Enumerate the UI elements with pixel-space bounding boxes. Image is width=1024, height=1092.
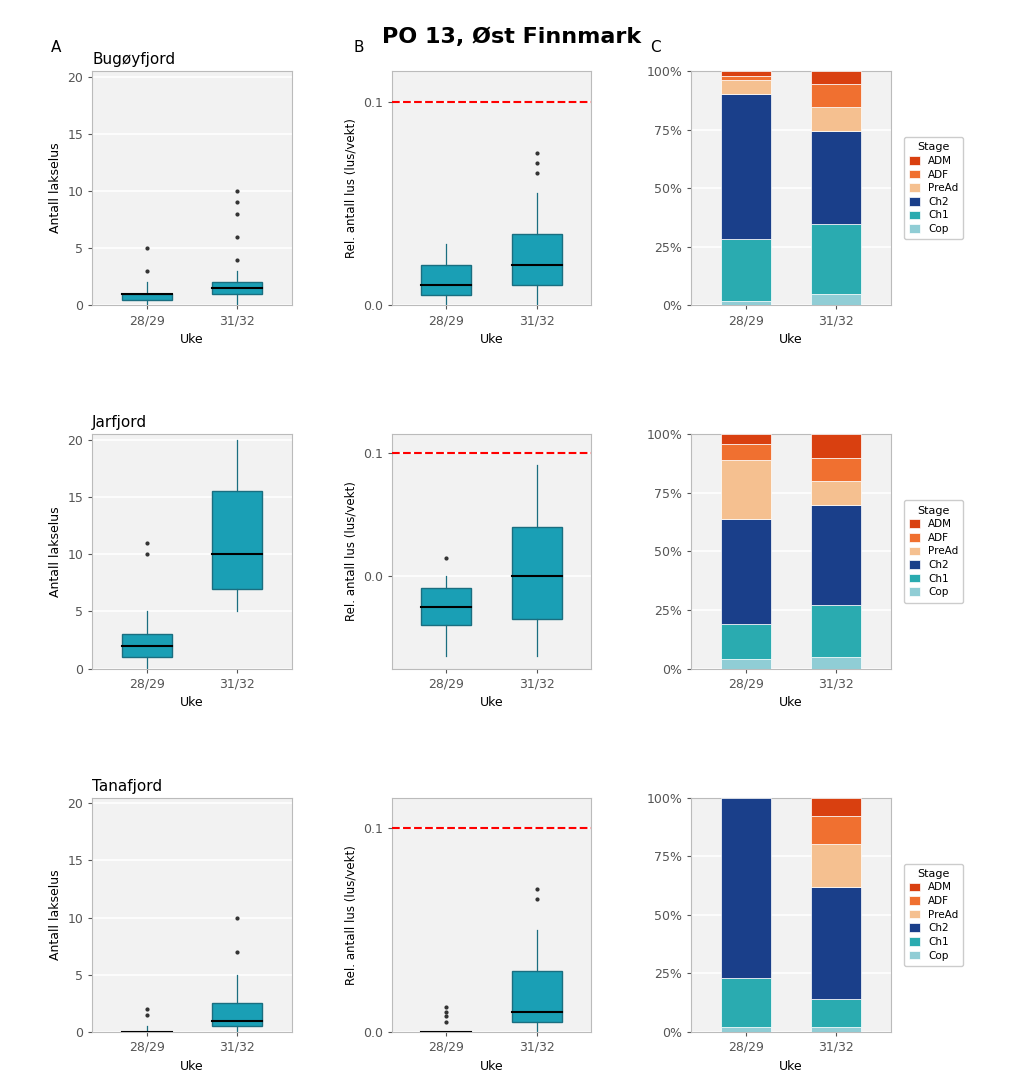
Text: Tanafjord: Tanafjord: [92, 779, 162, 794]
Bar: [811, 131, 861, 225]
X-axis label: Uke: Uke: [479, 1059, 504, 1072]
X-axis label: Uke: Uke: [779, 697, 803, 709]
Bar: [811, 71, 861, 84]
Bar: [721, 300, 771, 306]
Bar: [811, 225, 861, 294]
Y-axis label: Antall lakselus: Antall lakselus: [49, 143, 61, 234]
Bar: [512, 234, 562, 285]
Bar: [721, 443, 771, 460]
Bar: [212, 491, 262, 589]
Legend: ADM, ADF, PreAd, Ch2, Ch1, Cop: ADM, ADF, PreAd, Ch2, Ch1, Cop: [904, 864, 964, 966]
Bar: [721, 460, 771, 519]
Text: PO 13, Øst Finnmark: PO 13, Øst Finnmark: [382, 27, 642, 47]
Bar: [122, 634, 172, 657]
Bar: [811, 605, 861, 657]
Bar: [122, 294, 172, 299]
Bar: [811, 797, 861, 817]
Legend: ADM, ADF, PreAd, Ch2, Ch1, Cop: ADM, ADF, PreAd, Ch2, Ch1, Cop: [904, 500, 964, 603]
Text: C: C: [650, 40, 660, 56]
Bar: [811, 887, 861, 999]
Bar: [421, 264, 471, 295]
Y-axis label: Rel. antall lus (lus/vekt): Rel. antall lus (lus/vekt): [344, 118, 357, 258]
Bar: [212, 1004, 262, 1026]
X-axis label: Uke: Uke: [779, 1059, 803, 1072]
Y-axis label: Antall lakselus: Antall lakselus: [49, 507, 61, 596]
Bar: [721, 94, 771, 238]
X-axis label: Uke: Uke: [180, 697, 204, 709]
Y-axis label: Antall lakselus: Antall lakselus: [49, 869, 61, 960]
Bar: [811, 844, 861, 887]
X-axis label: Uke: Uke: [479, 697, 504, 709]
Y-axis label: Rel. antall lus (lus/vekt): Rel. antall lus (lus/vekt): [344, 482, 357, 621]
Bar: [811, 482, 861, 505]
X-axis label: Uke: Uke: [180, 333, 204, 346]
Bar: [721, 978, 771, 1028]
Text: B: B: [353, 40, 364, 56]
Bar: [512, 971, 562, 1022]
Bar: [212, 283, 262, 294]
Bar: [721, 519, 771, 625]
Bar: [811, 505, 861, 605]
Bar: [811, 657, 861, 668]
Bar: [721, 797, 771, 978]
Bar: [811, 294, 861, 306]
Bar: [811, 1028, 861, 1032]
Text: Bugøyfjord: Bugøyfjord: [92, 52, 175, 67]
Text: A: A: [51, 40, 61, 56]
X-axis label: Uke: Uke: [779, 333, 803, 346]
Bar: [721, 71, 771, 75]
Bar: [721, 81, 771, 94]
X-axis label: Uke: Uke: [180, 1059, 204, 1072]
Bar: [721, 435, 771, 443]
Bar: [811, 435, 861, 458]
Text: Jarfjord: Jarfjord: [92, 415, 147, 430]
Bar: [721, 238, 771, 300]
Bar: [811, 458, 861, 482]
Bar: [811, 84, 861, 107]
Bar: [721, 660, 771, 668]
Legend: ADM, ADF, PreAd, Ch2, Ch1, Cop: ADM, ADF, PreAd, Ch2, Ch1, Cop: [904, 136, 964, 239]
Bar: [721, 75, 771, 81]
X-axis label: Uke: Uke: [479, 333, 504, 346]
Bar: [721, 1028, 771, 1032]
Bar: [811, 107, 861, 131]
Bar: [512, 526, 562, 619]
Bar: [811, 817, 861, 844]
Y-axis label: Rel. antall lus (lus/vekt): Rel. antall lus (lus/vekt): [344, 845, 357, 985]
Bar: [721, 625, 771, 660]
Bar: [811, 999, 861, 1028]
Bar: [421, 589, 471, 626]
